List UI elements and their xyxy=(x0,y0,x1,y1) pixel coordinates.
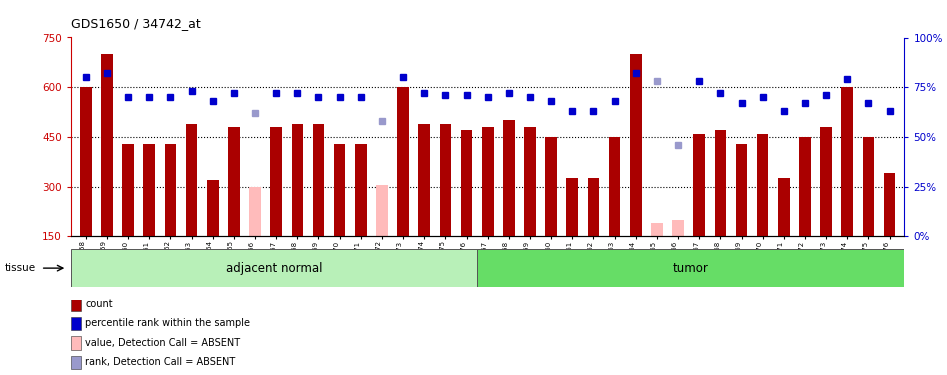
Bar xyxy=(71,297,81,310)
Bar xyxy=(355,144,366,236)
Bar xyxy=(588,178,599,236)
Bar xyxy=(334,144,346,236)
Bar xyxy=(482,127,493,236)
Bar xyxy=(842,87,853,236)
Bar xyxy=(228,127,240,236)
Bar xyxy=(652,223,663,236)
Bar xyxy=(71,316,81,330)
Bar xyxy=(863,137,874,236)
Bar xyxy=(165,144,176,236)
Bar xyxy=(545,137,557,236)
Text: tissue: tissue xyxy=(5,263,36,273)
Bar xyxy=(376,185,387,236)
Text: rank, Detection Call = ABSENT: rank, Detection Call = ABSENT xyxy=(85,357,236,367)
Text: count: count xyxy=(85,299,113,309)
Bar xyxy=(313,124,324,236)
Bar xyxy=(71,249,477,287)
Bar xyxy=(736,144,747,236)
Bar xyxy=(71,356,81,369)
Bar xyxy=(439,124,451,236)
Text: percentile rank within the sample: percentile rank within the sample xyxy=(85,318,250,328)
Bar xyxy=(292,124,303,236)
Text: adjacent normal: adjacent normal xyxy=(225,262,322,274)
Bar xyxy=(778,178,790,236)
Bar xyxy=(461,130,473,236)
Bar xyxy=(693,134,705,236)
Bar xyxy=(477,249,904,287)
Bar xyxy=(820,127,832,236)
Bar xyxy=(80,87,92,236)
Text: GDS1650 / 34742_at: GDS1650 / 34742_at xyxy=(71,17,201,30)
Bar xyxy=(207,180,219,236)
Bar xyxy=(884,173,896,236)
Bar xyxy=(672,220,684,236)
Bar xyxy=(757,134,768,236)
Bar xyxy=(186,124,197,236)
Bar xyxy=(715,130,726,236)
Bar xyxy=(419,124,430,236)
Bar xyxy=(101,54,113,236)
Bar xyxy=(609,137,620,236)
Bar xyxy=(271,127,282,236)
Text: value, Detection Call = ABSENT: value, Detection Call = ABSENT xyxy=(85,338,241,348)
Bar xyxy=(630,54,641,236)
Bar xyxy=(398,87,409,236)
Bar xyxy=(71,336,81,350)
Bar xyxy=(799,137,811,236)
Bar xyxy=(249,187,260,236)
Bar xyxy=(143,144,155,236)
Bar xyxy=(566,178,578,236)
Bar xyxy=(525,127,536,236)
Bar xyxy=(503,120,514,236)
Bar xyxy=(122,144,134,236)
Text: tumor: tumor xyxy=(672,262,708,274)
